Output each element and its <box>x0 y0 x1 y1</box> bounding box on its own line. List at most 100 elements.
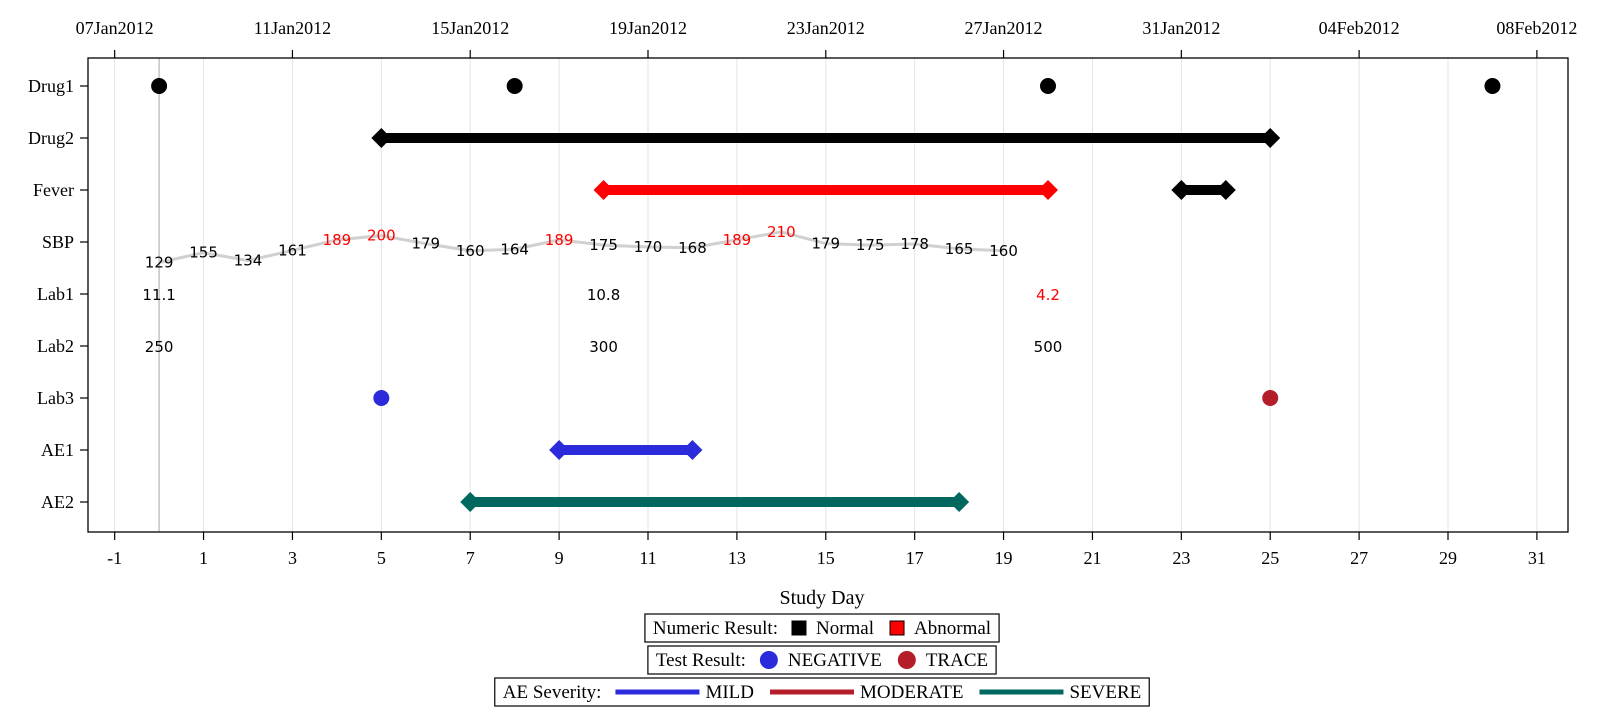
sbp-value-label: 175 <box>589 236 618 254</box>
x-tick-label: 1 <box>199 548 208 568</box>
x2-tick-label: 07Jan2012 <box>76 18 154 38</box>
event-marker <box>1262 390 1279 406</box>
legend-entry-label: MILD <box>705 682 754 703</box>
y-tick-label: Drug1 <box>28 76 74 96</box>
grid-lines <box>114 58 1538 532</box>
x2-tick-label: 23Jan2012 <box>787 18 865 38</box>
legend-swatch <box>759 651 778 669</box>
legend-title: AE Severity: <box>503 682 602 703</box>
sbp-value-label: 210 <box>767 223 796 241</box>
x2-tick-label: 11Jan2012 <box>254 18 331 38</box>
event-marker <box>1040 78 1056 94</box>
sbp-value-label: 179 <box>811 235 840 253</box>
lab-value-label: 500 <box>1034 338 1063 356</box>
sbp-value-label: 189 <box>323 231 352 249</box>
legend-box <box>644 613 1000 643</box>
x2-tick-label: 31Jan2012 <box>1142 18 1220 38</box>
legend-3: AE Severity: MILD MODERATE SEVERE <box>494 677 1150 707</box>
legend-1: Numeric Result: Normal Abnormal <box>644 613 1000 643</box>
x-tick-label: 19 <box>995 548 1013 568</box>
value-labels: 129 155 134 161 189 200 179 160 164 189 175 170 168 1… <box>142 223 1062 356</box>
legend-entry-label: Normal <box>816 618 874 639</box>
x2-tick-label: 08Feb2012 <box>1496 18 1577 38</box>
y-tick-label: Fever <box>33 180 74 200</box>
interval-cap <box>371 128 392 148</box>
interval-cap <box>1171 180 1192 200</box>
x-tick-label: 15 <box>817 548 835 568</box>
legend-entry-label: TRACE <box>926 650 988 671</box>
interval-cap <box>1260 128 1281 148</box>
y-tick-label: SBP <box>42 232 74 252</box>
x-axis-label: Study Day <box>780 587 865 609</box>
event-marker <box>506 78 523 94</box>
x-tick-label: 5 <box>377 548 386 568</box>
sbp-value-label: 160 <box>456 242 485 260</box>
interval-cap <box>593 180 614 200</box>
x-tick-label: 27 <box>1350 548 1368 568</box>
x-tick-label: 25 <box>1261 548 1279 568</box>
event-markers <box>151 78 1501 406</box>
y-tick-label: AE2 <box>41 492 74 512</box>
x-tick-label: 11 <box>639 548 656 568</box>
sbp-value-label: 164 <box>500 240 529 258</box>
interval-cap <box>682 440 703 460</box>
sbp-value-label: 155 <box>189 244 218 262</box>
legend-swatch <box>791 620 807 636</box>
event-marker <box>151 78 168 94</box>
sbp-value-label: 134 <box>234 252 263 270</box>
x2-tick-label: 04Feb2012 <box>1319 18 1400 38</box>
x-tick-label: 21 <box>1083 548 1101 568</box>
sbp-value-label: 200 <box>367 227 396 245</box>
y-tick-label: Lab2 <box>37 336 74 356</box>
legend-2: Test Result: NEGATIVE TRACE <box>647 645 997 675</box>
y-tick-label: Drug2 <box>28 128 74 148</box>
x-tick-label: 7 <box>466 548 475 568</box>
sbp-value-label: 178 <box>900 235 929 253</box>
sbp-value-label: 160 <box>989 242 1018 260</box>
interval-cap <box>1038 180 1058 200</box>
x-tick-label: 23 <box>1172 548 1190 568</box>
axes: Study Day -1 1 3 5 7 9 11 13 15 17 19 21 23 25 27 29 310… <box>28 18 1577 609</box>
sbp-value-label: 189 <box>723 231 752 249</box>
legend-box <box>647 645 997 675</box>
lab-value-label: 250 <box>145 338 174 356</box>
legend-entry-label: MODERATE <box>860 682 963 703</box>
x2-tick-label: 19Jan2012 <box>609 18 687 38</box>
sbp-value-label: 170 <box>634 238 663 256</box>
lab-value-label: 300 <box>589 338 618 356</box>
sbp-value-label: 175 <box>856 236 885 254</box>
x-tick-label: 17 <box>906 548 924 568</box>
y-tick-label: AE1 <box>41 440 74 460</box>
x2-tick-label: 27Jan2012 <box>965 18 1043 38</box>
event-marker <box>373 390 390 406</box>
interval-cap <box>949 492 970 512</box>
y-tick-label: Lab1 <box>37 284 74 304</box>
legend-entry-label: Abnormal <box>914 618 991 639</box>
legend-swatch <box>897 651 916 669</box>
legend: Numeric Result: Normal Abnormal Test Result… <box>494 613 1150 707</box>
sbp-value-label: 161 <box>278 241 307 259</box>
lab-value-label: 11.1 <box>142 286 175 304</box>
x-tick-label: -1 <box>107 548 122 568</box>
legend-entry-label: SEVERE <box>1069 682 1141 703</box>
legend-title: Numeric Result: <box>653 618 778 639</box>
interval-cap <box>460 492 481 512</box>
sbp-value-label: 129 <box>145 253 174 271</box>
event-marker <box>1484 78 1501 94</box>
legend-entry-label: NEGATIVE <box>788 650 882 671</box>
y-tick-label: Lab3 <box>37 388 74 408</box>
sbp-value-label: 179 <box>411 235 440 253</box>
x-tick-label: 13 <box>728 548 746 568</box>
legend-title: Test Result: <box>656 650 746 671</box>
lab-value-label: 10.8 <box>587 286 620 304</box>
lab-value-label: 4.2 <box>1036 286 1060 304</box>
x-tick-label: 29 <box>1439 548 1457 568</box>
x2-tick-label: 15Jan2012 <box>431 18 509 38</box>
interval-cap <box>1215 180 1236 200</box>
plot-frame <box>87 57 1569 533</box>
sbp-value-label: 189 <box>545 231 574 249</box>
sbp-value-label: 168 <box>678 239 707 257</box>
sbp-value-label: 165 <box>945 240 974 258</box>
sbp-line <box>158 230 1004 264</box>
